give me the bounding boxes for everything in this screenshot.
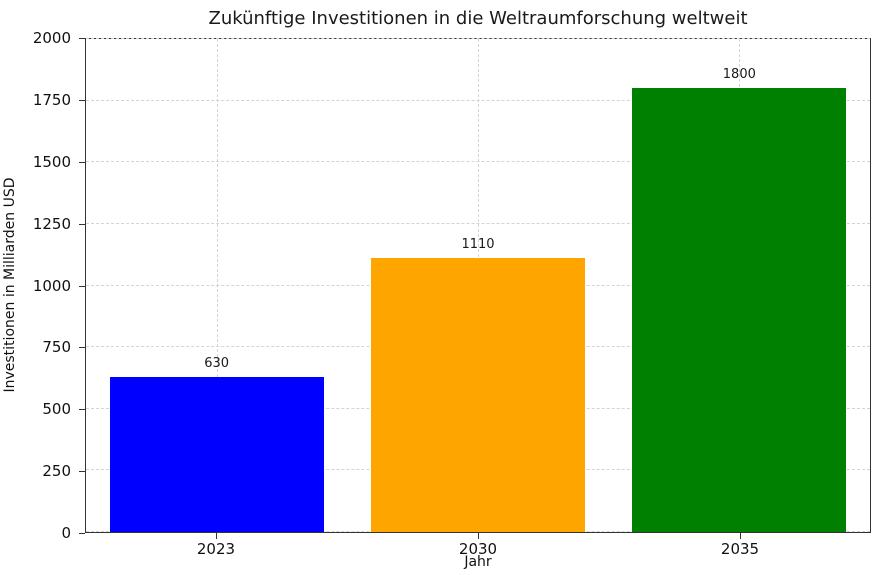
y-axis: 0 250 500 750 1000 1250 1500 1750 2000 [0,29,85,542]
y-tick-label: 750 [42,338,71,357]
x-tick-label-2030: 2030 [458,540,498,558]
x-axis: 2023 2030 2035 [85,533,871,559]
x-tick-label-2023: 2023 [196,540,236,558]
x-tick-mark [215,533,217,539]
y-tick-mark [79,471,85,473]
bar-2035 [632,88,847,532]
y-tick-mark [79,38,85,39]
y-tick-mark [79,285,85,287]
y-tick-label: 1500 [32,152,71,171]
y-tick-label: 500 [42,400,71,419]
y-tick-label: 1250 [32,214,71,233]
y-tick-label: 1000 [32,276,71,295]
chart-title: Zukünftige Investitionen in die Weltraum… [208,8,748,29]
plot-area: 630 1110 1800 [85,38,871,533]
y-tick-label: 250 [42,462,71,481]
x-tick-label-2035: 2035 [720,540,760,558]
x-tick-mark [740,533,741,539]
y-tick-mark [79,533,85,534]
gridline-vertical [216,39,218,532]
bar-2023 [109,376,324,532]
x-axis-label: Jahr [464,554,492,570]
y-tick-label: 2000 [32,29,71,47]
y-tick-mark [79,99,85,101]
bar-value-label-2023: 630 [204,355,230,371]
y-tick-label: 0 [61,524,71,542]
y-tick-mark [79,347,85,349]
y-tick-mark [79,223,85,225]
bar-2030 [370,258,586,532]
y-tick-label: 1750 [32,90,71,109]
y-tick-mark [79,409,85,411]
bar-value-label-2035: 1800 [722,67,756,83]
y-tick-mark [79,161,85,163]
gridline-horizontal [86,38,870,39]
bar-value-label-2030: 1110 [461,237,495,253]
x-tick-mark [478,533,479,539]
